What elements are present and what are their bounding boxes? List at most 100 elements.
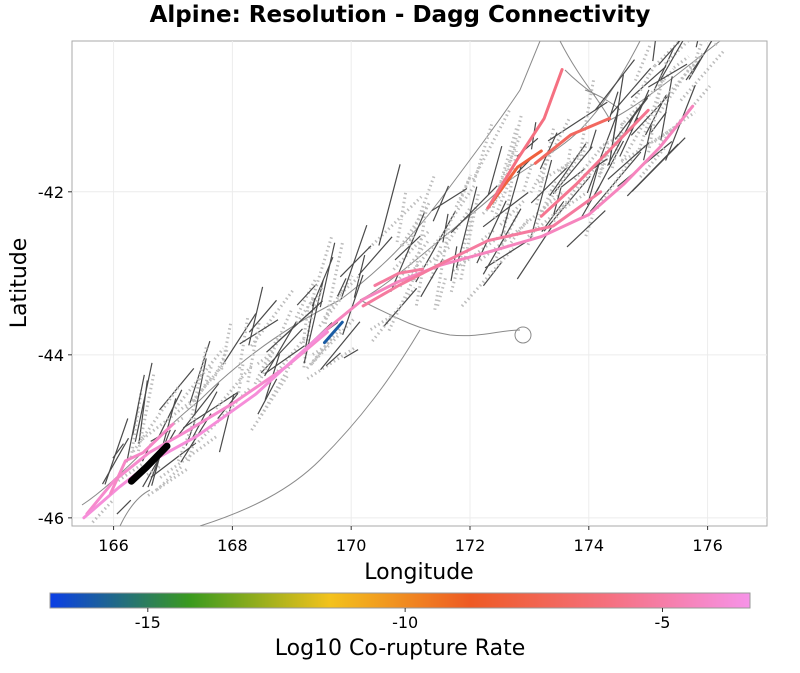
- background-fault: [630, 65, 667, 99]
- background-fault: [342, 274, 364, 335]
- background-fault: [673, 55, 690, 69]
- background-fault: [305, 298, 316, 348]
- rupture-trace: [323, 320, 344, 345]
- background-fault: [643, 125, 652, 161]
- background-fault: [596, 140, 625, 192]
- background-fault: [484, 240, 528, 269]
- background-fault: [537, 163, 568, 184]
- background-fault: [658, 41, 681, 66]
- background-fault: [586, 158, 601, 206]
- background-fault: [358, 236, 393, 276]
- background-fault: [714, 41, 720, 46]
- source-fault-group: [127, 442, 171, 485]
- background-fault: [614, 94, 650, 140]
- background-fault: [264, 321, 298, 377]
- x-tick-label: 176: [692, 536, 723, 555]
- background-fault: [117, 461, 145, 483]
- background-fault: [138, 380, 148, 444]
- background-fault: [500, 164, 522, 238]
- background-fault: [660, 76, 673, 141]
- background-fault: [620, 124, 679, 164]
- background-fault: [688, 41, 713, 80]
- background-fault: [392, 240, 429, 287]
- background-fault: [301, 306, 310, 344]
- background-fault: [530, 159, 553, 239]
- background-fault: [595, 158, 633, 210]
- background-fault: [414, 270, 425, 306]
- background-fault: [309, 336, 334, 366]
- plot-panel: [71, 40, 768, 527]
- background-fault: [442, 213, 449, 243]
- background-fault: [506, 113, 524, 175]
- background-fault: [339, 245, 372, 278]
- background-fault: [709, 0, 753, 22]
- background-fault: [480, 227, 497, 242]
- background-fault: [220, 322, 233, 370]
- background-fault: [695, 41, 699, 48]
- background-fault: [169, 416, 185, 428]
- background-fault: [309, 286, 324, 320]
- background-fault: [276, 336, 307, 373]
- background-fault: [658, 64, 693, 114]
- rupture-traces: [82, 68, 695, 520]
- background-fault: [445, 205, 473, 246]
- background-fault: [264, 345, 305, 375]
- background-fault: [639, 146, 667, 178]
- background-fault: [407, 173, 437, 247]
- colorbar-ticks: -15 -10 -5: [135, 608, 670, 632]
- colorbar-tick-label: -15: [135, 613, 161, 632]
- x-tick-label: 174: [574, 536, 605, 555]
- background-fault: [499, 198, 527, 226]
- background-fault: [630, 63, 658, 107]
- rupture-trace: [325, 104, 695, 331]
- x-tick-label: 170: [336, 536, 367, 555]
- background-fault: [319, 242, 336, 308]
- background-fault: [146, 464, 162, 477]
- background-fault: [390, 212, 426, 293]
- background-fault: [306, 345, 358, 380]
- background-fault: [189, 340, 211, 404]
- background-fault: [449, 210, 475, 293]
- background-fault: [472, 121, 494, 183]
- background-fault: [699, 0, 705, 23]
- background-fault: [237, 364, 245, 393]
- background-fault: [482, 192, 529, 228]
- background-fault: [726, 0, 758, 7]
- background-fault: [607, 91, 619, 123]
- background-fault: [325, 352, 341, 367]
- background-fault: [619, 68, 675, 127]
- source-fault: [127, 442, 171, 485]
- background-fault: [320, 321, 361, 371]
- background-fault: [248, 299, 277, 333]
- background-fault: [211, 349, 229, 381]
- background-fault: [452, 231, 506, 272]
- background-fault: [336, 274, 362, 298]
- background-fault: [688, 6, 718, 35]
- background-fault: [383, 288, 418, 327]
- background-fault: [248, 286, 264, 346]
- background-fault: [586, 112, 619, 194]
- background-fault: [203, 363, 214, 386]
- background-fault: [552, 181, 582, 223]
- background-fault: [594, 59, 635, 111]
- background-fault: [677, 41, 680, 43]
- background-fault: [526, 178, 558, 246]
- background-fault: [116, 499, 132, 515]
- background-fault: [401, 233, 418, 247]
- background-fault: [323, 274, 354, 319]
- background-fault: [578, 77, 596, 153]
- background-fault: [430, 243, 443, 279]
- colorbar: [49, 592, 751, 609]
- background-fault: [450, 246, 458, 282]
- background-fault: [155, 465, 183, 491]
- background-fault: [597, 150, 611, 178]
- background-fault: [436, 277, 448, 307]
- background-fault: [323, 242, 344, 325]
- background-fault: [490, 133, 523, 205]
- x-axis-title: Longitude: [364, 560, 473, 585]
- background-fault: [487, 145, 503, 195]
- background-fault: [311, 317, 355, 365]
- background-fault: [174, 347, 225, 410]
- background-fault: [660, 41, 684, 80]
